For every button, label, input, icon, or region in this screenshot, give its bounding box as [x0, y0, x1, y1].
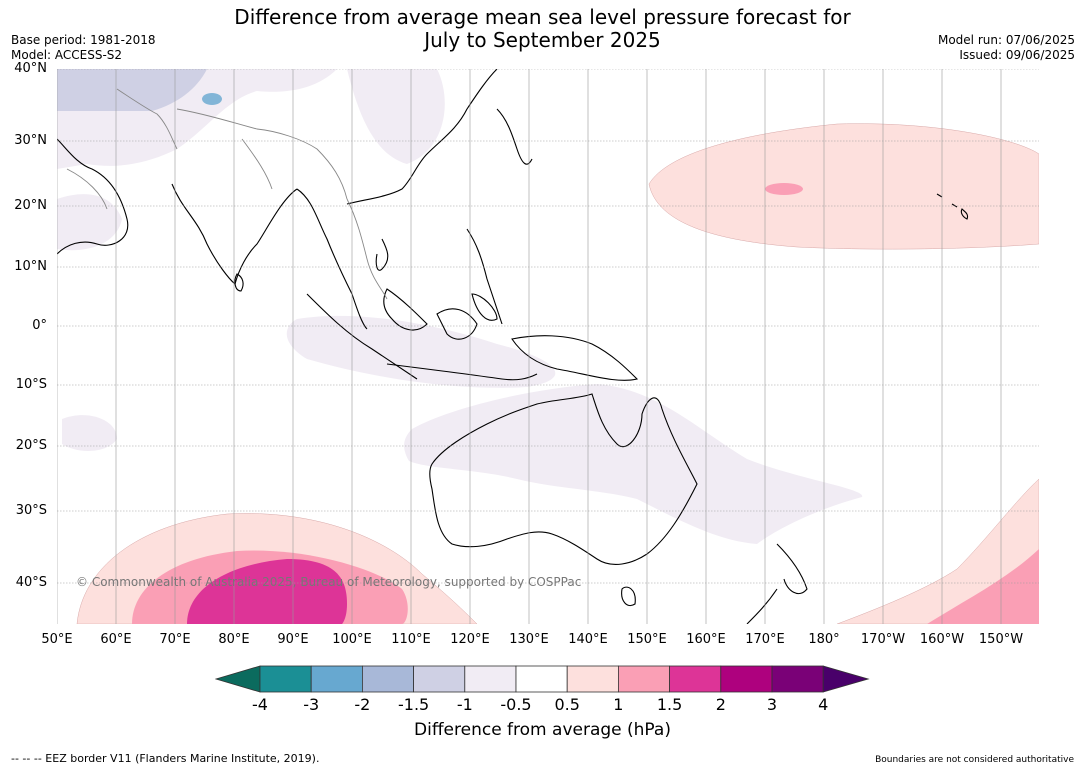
colorbar [215, 665, 870, 693]
colorbar-tick-label: -0.5 [500, 695, 532, 714]
colorbar-cell [669, 665, 722, 693]
lon-label: 160°W [919, 632, 965, 647]
lat-label-40s: 40°S [15, 575, 47, 590]
lon-label: 170°E [745, 632, 785, 647]
forecast-map [57, 69, 1039, 624]
colorbar-cell [259, 665, 312, 693]
lon-label: 80°E [218, 632, 250, 647]
colorbar-tick-label: 4 [818, 695, 829, 714]
lon-label: 90°E [277, 632, 309, 647]
lat-label-30n: 30°N [14, 133, 47, 148]
colorbar-tick-label: 0.5 [554, 695, 580, 714]
lon-label: 50°E [41, 632, 73, 647]
lon-label: 130°E [509, 632, 549, 647]
map-title-line2: July to September 2025 [424, 28, 661, 52]
lon-label: 180° [808, 632, 840, 647]
colorbar-label: Difference from average (hPa) [414, 720, 671, 740]
colorbar-extend-high [822, 665, 870, 693]
colorbar-tick-label: -3 [303, 695, 320, 714]
colorbar-tick-label: 1 [613, 695, 624, 714]
meridians [57, 69, 1002, 624]
lon-label: 170°W [860, 632, 906, 647]
issued-date: Issued: 09/06/2025 [959, 48, 1075, 62]
colorbar-cell [413, 665, 466, 693]
lon-label: 70°E [159, 632, 191, 647]
colorbar-tick-label: -4 [252, 695, 268, 714]
model-name: Model: ACCESS-S2 [11, 48, 123, 62]
colorbar-tick-label: 1.5 [656, 695, 683, 714]
country-borders [66, 88, 388, 300]
lon-label: 60°E [100, 632, 132, 647]
lon-label: 100°E [332, 632, 372, 647]
colorbar-cell [720, 665, 773, 693]
colorbar-cell [464, 665, 517, 693]
lon-label: 160°E [686, 632, 726, 647]
lat-label-10n: 10°N [14, 259, 47, 274]
colorbar-cell [771, 665, 824, 693]
lat-label-10s: 10°S [15, 377, 47, 392]
colorbar-tick-label: -1.5 [397, 695, 430, 714]
base-period: Base period: 1981-2018 [11, 33, 156, 47]
colorbar-cell [566, 665, 619, 693]
colorbar-cell [361, 665, 414, 693]
lon-label: 110°E [391, 632, 431, 647]
map-title-line1: Difference from average mean sea level p… [234, 5, 851, 29]
lat-label-40n: 40°N [14, 61, 47, 76]
lon-label: 140°E [568, 632, 608, 647]
lat-label-0: 0° [32, 318, 47, 333]
lat-label-20s: 20°S [15, 438, 47, 453]
pressure-anomaly-shading [57, 69, 1039, 624]
copyright-notice: © Commonwealth of Australia 2025, Bureau… [76, 575, 582, 589]
lon-label: 150°W [978, 632, 1024, 647]
lon-label: 120°E [450, 632, 490, 647]
lon-label: 150°E [627, 632, 667, 647]
colorbar-tick-label: -1 [456, 695, 473, 714]
colorbar-cell [310, 665, 363, 693]
boundaries-disclaimer: Boundaries are not considered authoritat… [875, 755, 1074, 765]
colorbar-tick-label: 2 [715, 695, 726, 714]
lat-label-20n: 20°N [14, 198, 47, 213]
eez-border-note: -- -- -- EEZ border V11 (Flanders Marine… [11, 752, 320, 765]
colorbar-tick-label: -2 [354, 695, 371, 714]
colorbar-cell [515, 665, 568, 693]
colorbar-extend-low [215, 665, 261, 693]
land-outlines [57, 69, 969, 624]
lat-label-30s: 30°S [15, 503, 47, 518]
colorbar-tick-label: 3 [766, 695, 778, 714]
colorbar-cell [617, 665, 670, 693]
model-run-date: Model run: 07/06/2025 [937, 33, 1075, 47]
